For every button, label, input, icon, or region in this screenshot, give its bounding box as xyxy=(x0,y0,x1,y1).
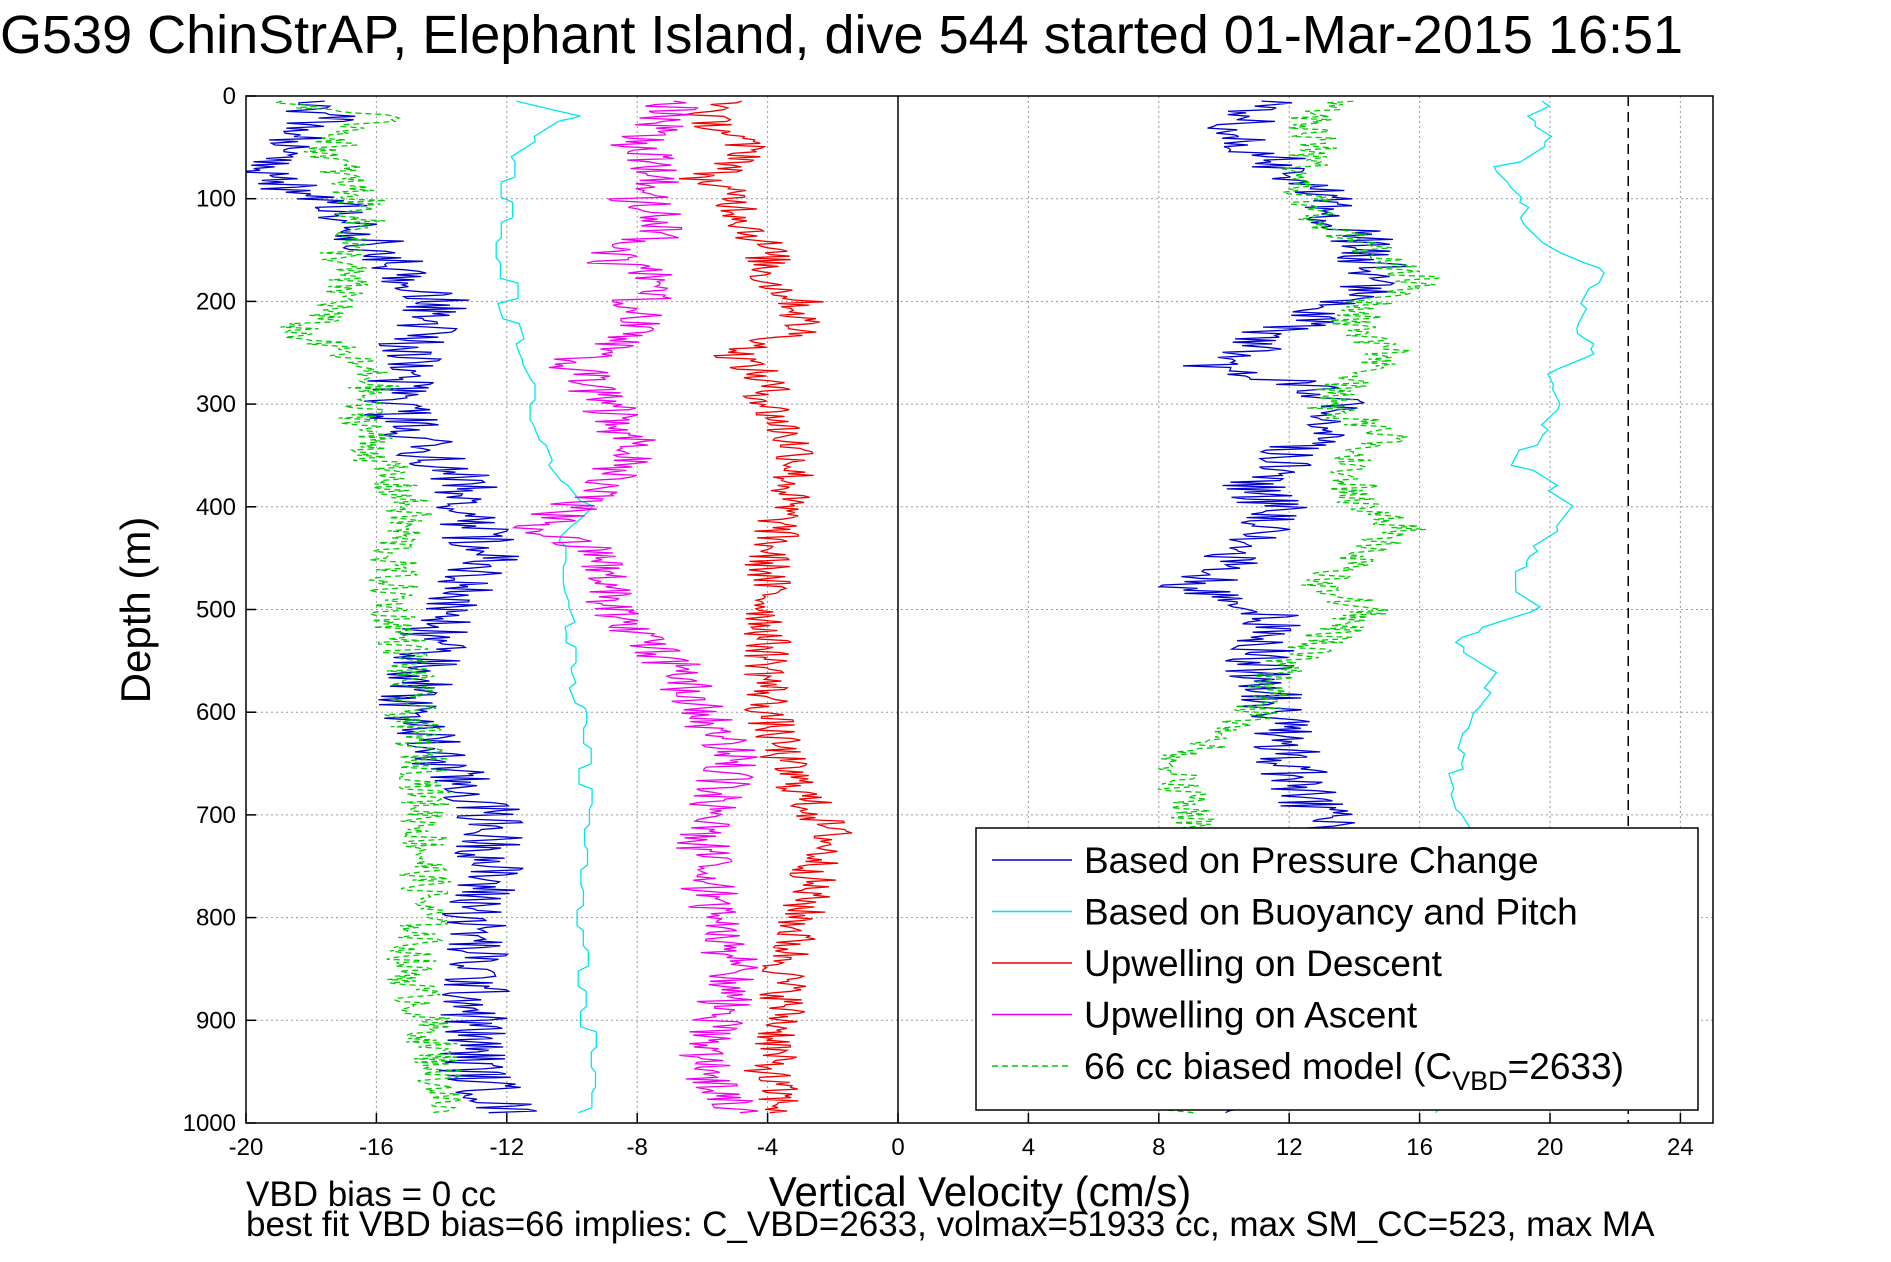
y-tick-label: 100 xyxy=(196,186,236,213)
x-tick-label: 12 xyxy=(1276,1134,1303,1161)
x-tick-label: 24 xyxy=(1667,1134,1694,1161)
x-tick-label: -8 xyxy=(627,1134,648,1161)
legend-label-subscript: VBD xyxy=(1452,1066,1508,1096)
legend-label-text: Upwelling on Descent xyxy=(1084,943,1443,984)
series-line-4-ascent xyxy=(511,100,759,1114)
legend-box xyxy=(975,827,1699,1111)
legend-label-text: Based on Buoyancy and Pitch xyxy=(1084,892,1578,933)
legend: Based on Pressure Change Based on Buoyanc… xyxy=(975,827,1699,1111)
vbd-bias-note: VBD bias = 0 cc xyxy=(246,1175,496,1214)
legend-label-text: Upwelling on Ascent xyxy=(1084,995,1418,1036)
legend-label: 66 cc biased model (CVBD=2633) xyxy=(1084,1046,1624,1096)
x-axis-label: Vertical Velocity (cm/s) xyxy=(769,1168,1191,1215)
series-line-2-descent xyxy=(495,100,597,1114)
x-tick-label: -16 xyxy=(359,1134,394,1161)
legend-label: Based on Buoyancy and Pitch xyxy=(1084,892,1578,933)
series-line-1-descent xyxy=(246,100,537,1114)
series-line-3-descent xyxy=(678,100,853,1114)
x-tick-label: 16 xyxy=(1406,1134,1433,1161)
y-tick-label: 0 xyxy=(223,83,236,110)
y-tick-label: 400 xyxy=(196,494,236,521)
y-tick-label: 300 xyxy=(196,391,236,418)
y-axis-label: Depth (m) xyxy=(112,517,159,704)
y-axis-ticks: 0 100 200 300 400 500 600 700 800 900 1000 xyxy=(183,83,256,1137)
x-tick-label: 20 xyxy=(1537,1134,1564,1161)
chart-title: G539 ChinStrAP, Elephant Island, dive 54… xyxy=(0,5,1684,65)
legend-label-text: 66 cc biased model (C xyxy=(1084,1046,1452,1087)
x-tick-label: -12 xyxy=(489,1134,524,1161)
x-tick-label: -4 xyxy=(757,1134,778,1161)
y-tick-label: 700 xyxy=(196,802,236,829)
y-tick-label: 1000 xyxy=(183,1110,236,1137)
legend-label: Upwelling on Descent xyxy=(1084,943,1443,984)
legend-label: Upwelling on Ascent xyxy=(1084,995,1418,1036)
y-tick-label: 900 xyxy=(196,1007,236,1034)
y-tick-label: 800 xyxy=(196,905,236,932)
legend-label-suffix: =2633) xyxy=(1508,1046,1624,1087)
best-fit-note: best fit VBD bias=66 implies: C_VBD=2633… xyxy=(246,1205,1655,1244)
y-tick-label: 200 xyxy=(196,288,236,315)
series-lines xyxy=(246,100,1605,1114)
x-tick-label: 0 xyxy=(891,1134,904,1161)
x-tick-label: 8 xyxy=(1152,1134,1165,1161)
series-line-5-descent xyxy=(275,100,464,1114)
legend-label: Based on Pressure Change xyxy=(1084,840,1539,881)
legend-label-text: Based on Pressure Change xyxy=(1084,840,1539,881)
x-tick-label: -20 xyxy=(229,1134,264,1161)
x-axis-ticks: -20 -16 -12 -8 -4 0 4 8 12 16 20 24 xyxy=(229,1113,1694,1161)
y-tick-label: 600 xyxy=(196,699,236,726)
x-tick-label: 4 xyxy=(1022,1134,1035,1161)
y-tick-label: 500 xyxy=(196,597,236,624)
